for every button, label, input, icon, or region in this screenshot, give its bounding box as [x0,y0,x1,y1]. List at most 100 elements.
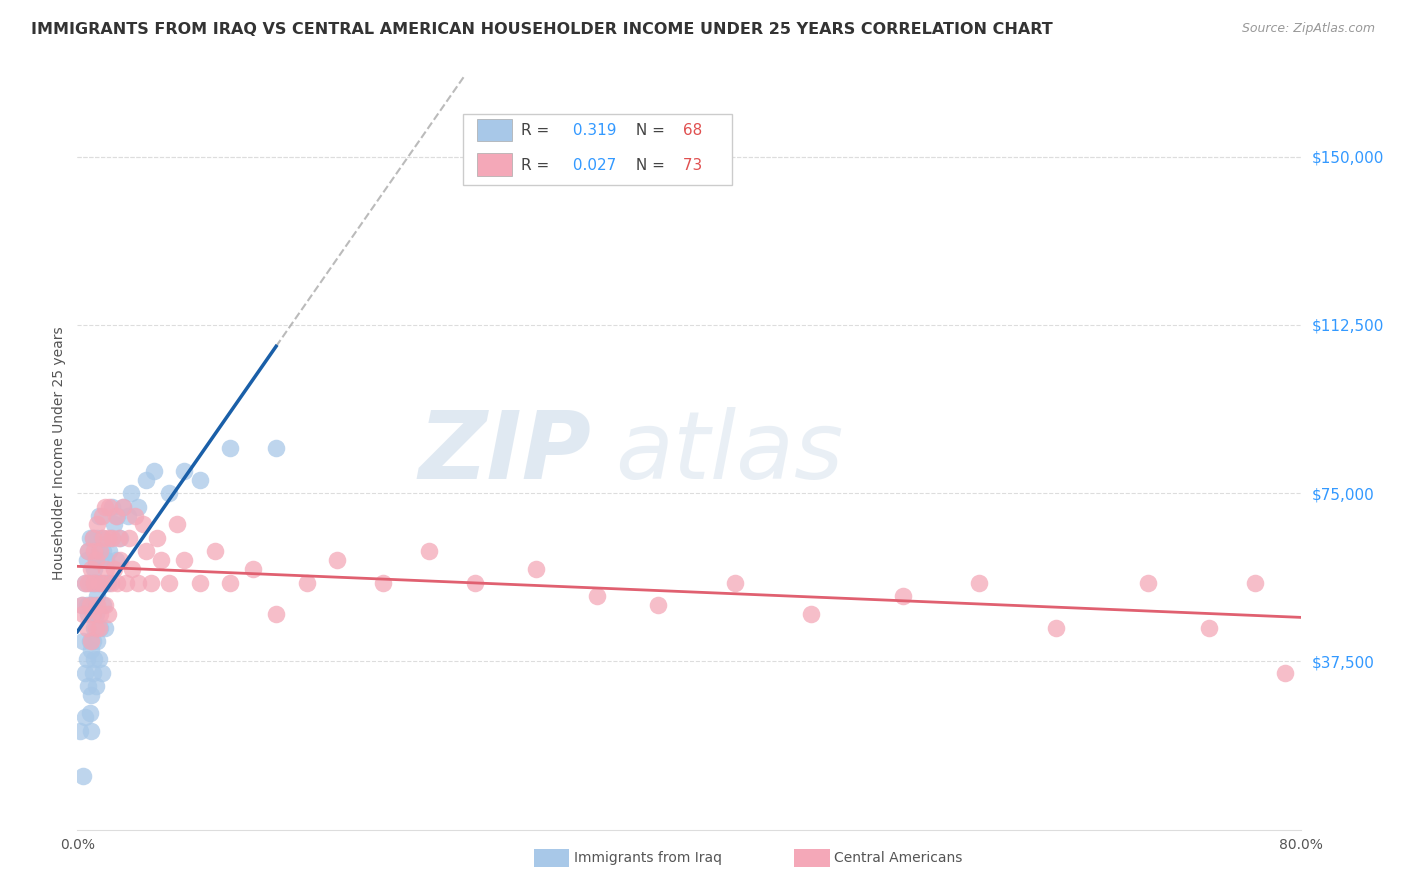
Text: ZIP: ZIP [418,407,591,499]
Point [1136,575,1159,590]
Point [1045,621,1067,635]
Point [82,634,104,648]
Point [91,544,114,558]
Point [1274,665,1296,680]
Point [104,508,127,523]
Point [86,589,108,603]
Point [117,508,139,523]
Point [97,531,120,545]
Point [82,575,104,590]
Text: Immigrants from Iraq: Immigrants from Iraq [574,851,721,865]
Point [96,553,118,567]
Point [84,553,107,567]
Point [132,517,155,532]
Point [115,575,138,590]
Point [108,553,131,567]
Point [101,500,124,514]
Point [91,599,114,613]
Point [219,441,242,455]
Point [1243,575,1265,590]
Point [70,599,93,613]
Bar [477,153,512,176]
Text: 0.027: 0.027 [568,158,616,173]
Text: Central Americans: Central Americans [834,851,962,865]
Point [103,562,125,576]
Text: 0.319: 0.319 [568,123,616,138]
Point [94,575,117,590]
Point [83,652,105,666]
Point [87,508,110,523]
Point [86,599,108,613]
Point [87,621,110,635]
Point [83,562,105,576]
Point [82,607,104,622]
Point [84,575,107,590]
Point [188,473,211,487]
Point [86,517,108,532]
Point [173,464,195,478]
Bar [477,119,512,142]
Point [72,634,94,648]
Point [90,508,112,523]
Point [326,553,349,567]
Point [103,517,125,532]
Text: atlas: atlas [616,407,844,499]
Point [76,621,98,635]
Point [1198,621,1220,635]
Point [96,562,118,576]
Point [157,486,180,500]
Text: IMMIGRANTS FROM IRAQ VS CENTRAL AMERICAN HOUSEHOLDER INCOME UNDER 25 YEARS CORRE: IMMIGRANTS FROM IRAQ VS CENTRAL AMERICAN… [31,22,1053,37]
Point [80,723,103,738]
Point [127,575,149,590]
Point [76,553,98,567]
Point [94,500,117,514]
FancyBboxPatch shape [463,113,731,186]
Point [524,562,547,576]
Text: R =: R = [522,123,554,138]
Point [70,599,93,613]
Point [295,575,318,590]
Point [891,589,914,603]
Point [89,607,111,622]
Point [83,544,105,558]
Point [80,599,103,613]
Point [586,589,609,603]
Point [80,634,103,648]
Point [724,575,747,590]
Text: R =: R = [522,158,554,173]
Point [264,441,287,455]
Point [73,575,96,590]
Point [118,531,141,545]
Point [127,500,149,514]
Point [90,531,112,545]
Point [79,575,101,590]
Point [76,599,98,613]
Point [139,575,162,590]
Point [242,562,264,576]
Point [79,706,101,720]
Point [83,575,105,590]
Point [77,607,100,622]
Point [69,723,91,738]
Point [84,607,107,622]
Point [90,665,112,680]
Point [105,508,128,523]
Point [86,531,108,545]
Point [76,652,98,666]
Point [82,531,104,545]
Point [90,575,112,590]
Point [969,575,991,590]
Point [82,665,104,680]
Point [79,531,101,545]
Point [264,607,287,622]
Point [135,473,157,487]
Point [146,531,169,545]
Point [91,531,114,545]
Point [79,599,101,613]
Point [83,621,105,635]
Point [77,679,100,693]
Point [108,531,131,545]
Point [83,599,105,613]
Point [112,500,135,514]
Point [73,665,96,680]
